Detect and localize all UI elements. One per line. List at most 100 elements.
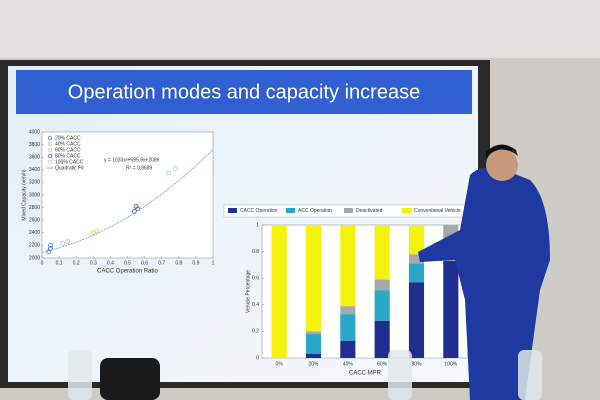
legend-swatch	[47, 147, 53, 153]
x-tick-label: 0	[41, 260, 44, 266]
legend-swatch	[47, 159, 53, 165]
legend-label: Deactivated	[356, 208, 383, 214]
y-tick-label: 1	[256, 222, 259, 228]
x-tick-label: 1	[212, 260, 215, 266]
bottle	[518, 350, 542, 400]
point	[48, 242, 53, 248]
legend-swatch	[47, 135, 53, 141]
bar-segment	[408, 225, 425, 255]
legend-label: 100% CACC	[55, 159, 84, 165]
bar-segment	[271, 225, 287, 358]
bar-segment	[374, 225, 390, 280]
y-tick-label: 2800	[29, 205, 40, 211]
y-axis-label: Mixed Capacity (veh/h)	[21, 169, 27, 220]
bar-segment	[340, 340, 356, 358]
bar-segment	[340, 314, 356, 341]
y-tick-label: 3800	[29, 142, 40, 148]
x-tick-label: 40%	[343, 361, 354, 367]
presenter-head	[486, 149, 518, 181]
legend-label: CACC Operation	[240, 208, 278, 214]
y-tick-label: 3200	[29, 180, 40, 186]
bar-segment	[443, 260, 459, 358]
y-tick-label: 0	[256, 355, 259, 361]
y-tick-label: 0.8	[252, 249, 259, 255]
point	[94, 228, 100, 234]
y-tick-label: 2600	[29, 218, 40, 224]
point	[166, 170, 171, 176]
x-tick-label: 0.6	[141, 260, 148, 266]
point	[65, 239, 71, 245]
legend-swatch	[47, 141, 53, 147]
bar-segment	[408, 254, 425, 264]
y-tick-label: 3000	[29, 192, 40, 198]
annotation: y = 1033x²+595.9x+2089	[104, 157, 160, 163]
legend-label: 80% CACC	[55, 153, 81, 159]
bar-segment	[305, 334, 322, 355]
bar-segment	[408, 263, 425, 283]
legend-swatch	[47, 153, 53, 159]
bottle	[68, 350, 92, 400]
slide-title: Operation modes and capacity increase	[68, 81, 420, 103]
bar-segment	[305, 354, 322, 358]
x-tick-label: 60%	[377, 361, 388, 367]
y-tick-label: 3600	[29, 155, 40, 161]
x-axis-label: CACC Operation Ratio	[97, 269, 158, 275]
bottle	[388, 350, 412, 400]
point	[172, 166, 178, 171]
y-tick-label: 2000	[29, 255, 40, 261]
y-axis-label: Vehicle Percentage	[245, 270, 251, 313]
x-tick-label: 0%	[276, 361, 284, 367]
bar-segment	[305, 225, 322, 332]
y-tick-label: 0.4	[252, 302, 259, 308]
legend-label: Quadratic Fit	[55, 165, 84, 171]
bar-segment	[305, 331, 322, 335]
x-tick-label: 0.8	[175, 260, 182, 266]
bar-segment	[408, 282, 425, 358]
bar-segment	[374, 279, 390, 291]
slide-header	[16, 70, 472, 114]
bar-segment	[374, 290, 390, 321]
x-tick-label: 100%	[444, 361, 457, 367]
x-tick-label: 0.4	[107, 260, 114, 266]
x-tick-label: 0.9	[192, 260, 199, 266]
x-tick-label: 0.7	[158, 260, 165, 266]
y-tick-label: 2200	[29, 243, 40, 249]
annotation: R² = 0.9689	[126, 165, 152, 171]
x-tick-label: 0.2	[73, 260, 80, 266]
charts: 0 0.1 0.2 0.3 0.4 0.5 0.6 0.7 0.8 0.9 1 2000 2200 240…	[21, 129, 471, 377]
x-tick-label: 80%	[411, 361, 422, 367]
x-tick-label: 0.1	[56, 260, 63, 266]
ceiling	[0, 0, 600, 58]
legend-label: 20% CACC	[55, 135, 81, 141]
y-tick-label: 2400	[29, 230, 40, 236]
legend-swatch	[228, 208, 237, 213]
presenter	[418, 167, 550, 400]
y-tick-label: 0.2	[252, 329, 259, 335]
presenter-hair	[486, 144, 518, 158]
legend-swatch	[402, 208, 411, 213]
legend-label: 60% CACC	[55, 147, 81, 153]
y-tick-label: 4000	[29, 129, 40, 135]
y-tick-label: 3400	[29, 167, 40, 173]
legend-swatch	[344, 208, 353, 213]
point	[48, 246, 53, 251]
bar-segment	[374, 320, 390, 358]
legend-label: ACC Operation	[298, 208, 332, 214]
x-axis-label: CACC MPR	[349, 371, 382, 377]
y-tick-label: 0.6	[252, 276, 259, 282]
point	[133, 203, 139, 209]
chair	[100, 358, 160, 400]
legend-swatch	[286, 208, 295, 213]
legend-label: 40% CACC	[55, 141, 81, 147]
x-tick-label: 20%	[308, 361, 319, 367]
bar-segment	[340, 306, 356, 315]
point	[60, 241, 65, 246]
plot-area	[41, 131, 214, 259]
x-tick-label: 0.5	[124, 260, 131, 266]
x-tick-label: 0.3	[90, 260, 97, 266]
bar-segment	[340, 225, 356, 307]
fit-line	[41, 149, 214, 253]
legend-label: Conventional Vehicle	[414, 208, 461, 214]
